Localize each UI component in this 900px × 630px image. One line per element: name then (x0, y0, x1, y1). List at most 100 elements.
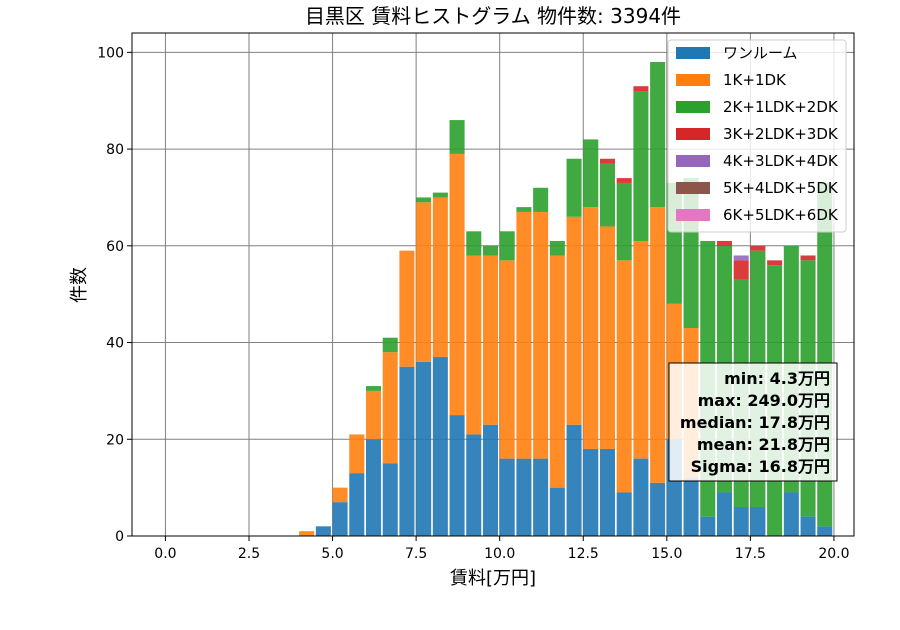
bar-2-10 (449, 120, 465, 154)
y-tick-label-0: 0 (115, 529, 124, 545)
bar-1-14 (516, 211, 532, 459)
legend-label-0: ワンルーム (723, 44, 798, 62)
bar-0-24 (683, 477, 699, 536)
bar-4-27 (733, 255, 749, 261)
bar-2-19 (599, 163, 616, 227)
bar-0-7 (399, 366, 415, 536)
bar-2-6 (382, 337, 398, 353)
y-tick-label-3: 60 (106, 239, 124, 255)
bar-1-16 (549, 255, 565, 488)
x-axis-ticks: 0.0 2.5 5.0 7.5 10.0 12.5 15.0 17.5 20.0 (154, 536, 850, 562)
bar-0-26 (716, 492, 732, 536)
x-tick-label-0: 0.0 (154, 546, 176, 562)
bar-2-20 (616, 182, 632, 261)
bar-3-26 (716, 240, 732, 246)
bar-0-17 (566, 424, 582, 536)
bar-0-20 (616, 492, 632, 536)
legend: ワンルーム 1K+1DK 2K+1LDK+2DK 3K+2LDK+3DK 4K+3LDK… (667, 39, 847, 233)
stats-line-2: median: 17.8万円 (680, 413, 830, 432)
bar-0-16 (549, 487, 565, 536)
x-tick-label-5: 12.5 (568, 546, 599, 562)
bar-3-19 (599, 158, 616, 164)
bar-0-31 (800, 516, 816, 536)
plot-frame (131, 32, 855, 537)
y-tick-label-2: 40 (106, 336, 124, 352)
bar-2-17 (566, 158, 582, 217)
bar-0-30 (783, 492, 799, 536)
bar-1-21 (633, 240, 649, 459)
bar-3-27 (733, 260, 749, 280)
bar-0-27 (733, 506, 749, 536)
bar-1-20 (616, 260, 632, 493)
chart-title: 目黒区 賃料ヒストグラム 物件数: 3394件 (305, 4, 681, 28)
stats-line-0: min: 4.3万円 (724, 369, 830, 388)
bar-2-5 (365, 386, 382, 391)
legend-swatch-3 (676, 128, 710, 140)
bar-2-11 (466, 231, 482, 256)
bar-0-6 (382, 463, 398, 536)
bar-0-21 (633, 458, 649, 536)
x-axis-label: 賃料[万円] (450, 568, 536, 589)
bar-2-22 (650, 62, 666, 208)
bar-1-1 (299, 531, 315, 536)
bar-1-4 (349, 434, 365, 474)
bar-3-31 (800, 255, 816, 261)
bar-2-9 (432, 192, 448, 198)
legend-box (667, 39, 847, 233)
stats-line-3: mean: 21.8万円 (697, 435, 830, 454)
bar-1-5 (365, 390, 382, 440)
bar-1-13 (499, 260, 515, 459)
bar-2-18 (583, 139, 599, 208)
bar-2-8 (416, 197, 432, 203)
bar-0-14 (516, 458, 532, 536)
bar-0-4 (349, 473, 365, 536)
bar-0-28 (750, 506, 766, 536)
bar-0-12 (482, 424, 499, 536)
bar-0-11 (466, 434, 482, 536)
legend-swatch-6 (676, 209, 710, 221)
legend-swatch-1 (676, 74, 710, 86)
bar-0-25 (700, 516, 716, 536)
bar-0-18 (583, 448, 599, 536)
bar-2-16 (549, 240, 565, 256)
x-tick-label-8: 20.0 (818, 546, 849, 562)
bar-1-8 (416, 202, 432, 362)
stats-box-frame (668, 362, 838, 482)
bar-1-3 (332, 487, 348, 503)
legend-label-3: 3K+2LDK+3DK (723, 125, 839, 143)
bar-0-2 (315, 526, 331, 536)
bar-3-21 (633, 86, 649, 92)
bar-1-10 (449, 153, 465, 416)
bar-3-20 (616, 178, 632, 183)
legend-label-5: 5K+4LDK+5DK (723, 179, 839, 197)
bar-1-18 (583, 207, 599, 449)
x-tick-label-1: 2.5 (238, 546, 260, 562)
bar-2-12 (482, 245, 499, 256)
bar-0-32 (817, 526, 833, 536)
legend-swatch-4 (676, 155, 710, 167)
x-tick-label-4: 10.0 (484, 546, 515, 562)
bar-3-29 (767, 260, 783, 266)
y-tick-label-1: 20 (106, 432, 124, 448)
bar-0-8 (416, 361, 432, 536)
legend-label-2: 2K+1LDK+2DK (723, 98, 839, 116)
stats-line-4: Sigma: 16.8万円 (691, 457, 830, 476)
legend-swatch-5 (676, 182, 710, 194)
bar-1-11 (466, 255, 482, 435)
bar-1-12 (482, 255, 499, 425)
bar-1-15 (533, 211, 549, 459)
x-tick-label-2: 5.0 (321, 546, 343, 562)
y-axis-ticks: 0 20 40 60 80 100 (97, 45, 132, 545)
y-tick-label-4: 80 (106, 142, 124, 158)
stats-line-1: max: 249.0万円 (698, 391, 830, 410)
stats-box: min: 4.3万円 max: 249.0万円 median: 17.8万円 mean… (668, 362, 838, 482)
bar-2-13 (499, 231, 515, 261)
bar-0-22 (650, 482, 666, 536)
bar-0-15 (533, 458, 549, 536)
bar-1-22 (650, 207, 666, 483)
bar-0-9 (432, 357, 448, 536)
bar-2-15 (533, 187, 549, 212)
bar-1-17 (566, 216, 582, 425)
bar-3-28 (750, 245, 766, 251)
